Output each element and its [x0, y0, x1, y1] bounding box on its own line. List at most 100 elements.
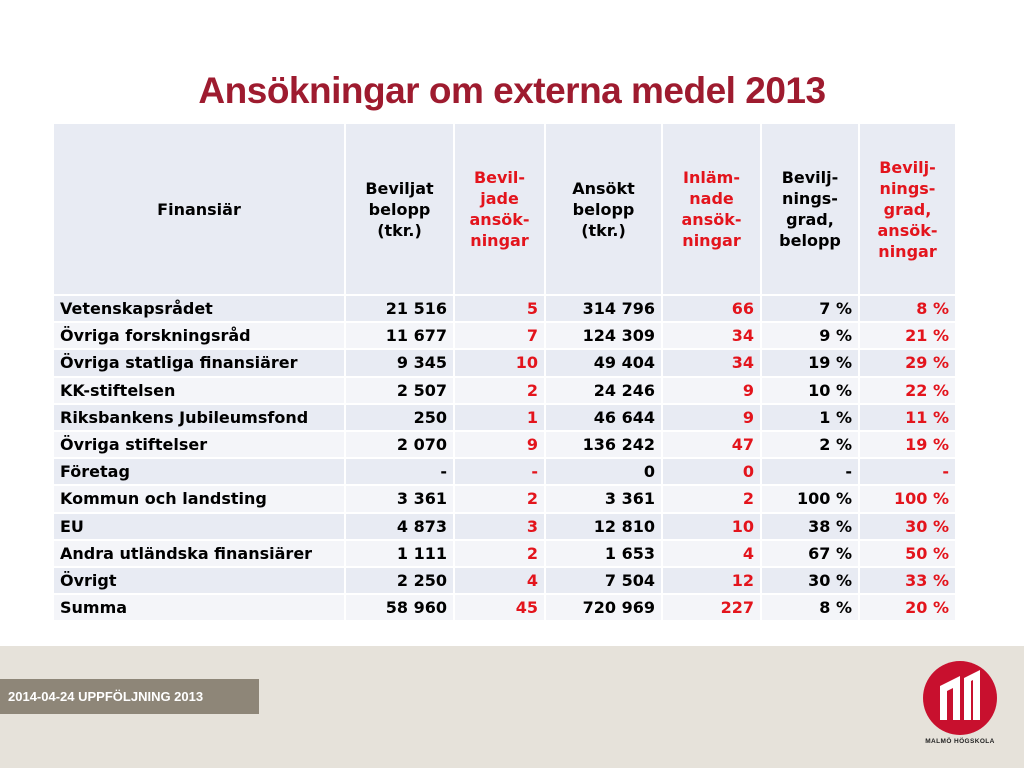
- cell-submitted-applications: 227: [661, 593, 762, 623]
- header-line: jade: [480, 189, 519, 208]
- cell-submitted-applications: 66: [661, 293, 762, 324]
- cell-submitted-applications: 4: [661, 538, 762, 568]
- cell-granted-applications: 9: [453, 429, 546, 460]
- cell-grant-rate-amount: 8 %: [760, 593, 860, 623]
- cell-granted-amount: 2 507: [344, 375, 455, 405]
- header-line: grad,: [883, 199, 932, 219]
- cell-grant-rate-amount: 100 %: [760, 484, 860, 514]
- cell-granted-applications: 5: [453, 293, 546, 324]
- cell-granted-applications: 7: [453, 321, 546, 351]
- cell-grant-rate-applications: 100 %: [858, 484, 957, 514]
- cell-granted-applications: 4: [453, 565, 546, 596]
- table-row: Vetenskapsrådet 21 516 5 314 796 66 7 % 8 %: [52, 293, 957, 324]
- table-row: KK-stiftelsen 2 507 2 24 246 9 10 % 22 %: [52, 375, 957, 405]
- cell-granted-applications: 2: [453, 538, 546, 568]
- table-row: Företag - -0 0- -: [52, 457, 957, 487]
- cell-grant-rate-applications: 33 %: [858, 565, 957, 596]
- header-line: Finansiär: [157, 199, 241, 219]
- cell-grant-rate-amount: 19 %: [760, 348, 860, 378]
- header-line: belopp: [368, 199, 431, 219]
- cell-applied-amount: 720 969: [544, 593, 663, 623]
- cell-grant-rate-applications: 8 %: [858, 293, 957, 324]
- header-line: (tkr.): [581, 220, 626, 240]
- header-line: ningar: [682, 231, 741, 250]
- table-row: EU 4 873 3 12 810 10 38 % 30 %: [52, 511, 957, 541]
- funding-table: Finansiär Beviljat belopp (tkr.) Bevil-jad…: [52, 122, 957, 623]
- cell-granted-amount: 58 960: [344, 593, 455, 623]
- cell-submitted-applications: 34: [661, 321, 762, 351]
- cell-submitted-applications: 10: [661, 511, 762, 541]
- cell-applied-amount: 7 504: [544, 565, 663, 596]
- cell-submitted-applications: 9: [661, 402, 762, 432]
- malmo-hogskola-logo-icon: [923, 661, 997, 735]
- cell-grant-rate-applications: 22 %: [858, 375, 957, 405]
- cell-financier: Övrigt: [52, 565, 346, 596]
- cell-granted-amount: 1 111: [344, 538, 455, 568]
- cell-granted-amount: 2 070: [344, 429, 455, 460]
- header-line: ansök-: [681, 210, 742, 229]
- cell-granted-amount: 9 345: [344, 348, 455, 378]
- cell-financier: Övriga statliga finansiärer: [52, 348, 346, 378]
- cell-submitted-applications: 2: [661, 484, 762, 514]
- header-grant-rate-applications: Bevilj-nings-grad, ansök-ningar: [858, 122, 957, 296]
- cell-granted-amount: -: [344, 457, 455, 487]
- cell-granted-amount: 3 361: [344, 484, 455, 514]
- cell-grant-rate-applications: 20 %: [858, 593, 957, 623]
- cell-grant-rate-applications: 11 %: [858, 402, 957, 432]
- cell-grant-rate-applications: 30 %: [858, 511, 957, 541]
- table-row: Övriga stiftelser 2 070 9 136 242 47 2 % 19 %: [52, 429, 957, 460]
- header-line: belopp: [779, 231, 841, 250]
- table-row: Övrigt 2 250 4 7 504 12 30 % 33 %: [52, 565, 957, 596]
- header-line: Bevilj-: [879, 157, 936, 177]
- header-line: nings-: [879, 178, 936, 198]
- cell-grant-rate-amount: 67 %: [760, 538, 860, 568]
- cell-grant-rate-amount: 1 %: [760, 402, 860, 432]
- cell-applied-amount: 46 644: [544, 402, 663, 432]
- cell-grant-rate-amount: 7 %: [760, 293, 860, 324]
- cell-submitted-applications: 9: [661, 375, 762, 405]
- cell-grant-rate-applications: 19 %: [858, 429, 957, 460]
- cell-submitted-applications: 34: [661, 348, 762, 378]
- header-line: ansök-: [469, 210, 530, 229]
- cell-submitted-applications: 12: [661, 565, 762, 596]
- header-submitted-applications: Inläm-nade ansök-ningar: [661, 122, 762, 296]
- header-line: ansök-: [877, 220, 938, 240]
- cell-grant-rate-applications: 29 %: [858, 348, 957, 378]
- cell-applied-amount: 0: [544, 457, 663, 487]
- cell-applied-amount: 136 242: [544, 429, 663, 460]
- header-line: Inläm-: [683, 168, 740, 187]
- cell-financier: Företag: [52, 457, 346, 487]
- cell-grant-rate-applications: 50 %: [858, 538, 957, 568]
- cell-granted-amount: 21 516: [344, 293, 455, 324]
- cell-financier: Riksbankens Jubileumsfond: [52, 402, 346, 432]
- table-row: Kommun och landsting 3 361 2 3 361 2 100 % 100…: [52, 484, 957, 514]
- header-line: ningar: [878, 241, 937, 261]
- header-line: grad,: [786, 210, 834, 229]
- cell-granted-amount: 2 250: [344, 565, 455, 596]
- table-row: Övriga forskningsråd 11 677 7 124 309 34 9 % 2…: [52, 321, 957, 351]
- cell-granted-amount: 11 677: [344, 321, 455, 351]
- cell-granted-amount: 250: [344, 402, 455, 432]
- cell-financier: Summa: [52, 593, 346, 623]
- cell-financier: Andra utländska finansiärer: [52, 538, 346, 568]
- cell-applied-amount: 3 361: [544, 484, 663, 514]
- cell-applied-amount: 314 796: [544, 293, 663, 324]
- cell-applied-amount: 1 653: [544, 538, 663, 568]
- cell-financier: Kommun och landsting: [52, 484, 346, 514]
- header-line: Beviljat: [365, 178, 434, 198]
- cell-financier: Övriga forskningsråd: [52, 321, 346, 351]
- cell-financier: Vetenskapsrådet: [52, 293, 346, 324]
- cell-financier: Övriga stiftelser: [52, 429, 346, 460]
- cell-granted-applications: 2: [453, 375, 546, 405]
- header-applied-amount: Ansökt belopp (tkr.): [544, 122, 663, 296]
- cell-granted-applications: 10: [453, 348, 546, 378]
- header-line: nings-: [782, 189, 838, 208]
- table-row: Riksbankens Jubileumsfond 250 1 46 644 9 1 % 1…: [52, 402, 957, 432]
- cell-granted-applications: -: [453, 457, 546, 487]
- logo-text: MALMÖ HÖGSKOLA: [925, 738, 995, 745]
- header-grant-rate-amount: Bevilj-nings-grad, belopp: [760, 122, 860, 296]
- header-granted-amount: Beviljat belopp (tkr.): [344, 122, 455, 296]
- table-row: Andra utländska finansiärer 1 111 2 1 653 4 6…: [52, 538, 957, 568]
- header-line: (tkr.): [377, 220, 422, 240]
- page-title: Ansökningar om externa medel 2013: [198, 70, 826, 111]
